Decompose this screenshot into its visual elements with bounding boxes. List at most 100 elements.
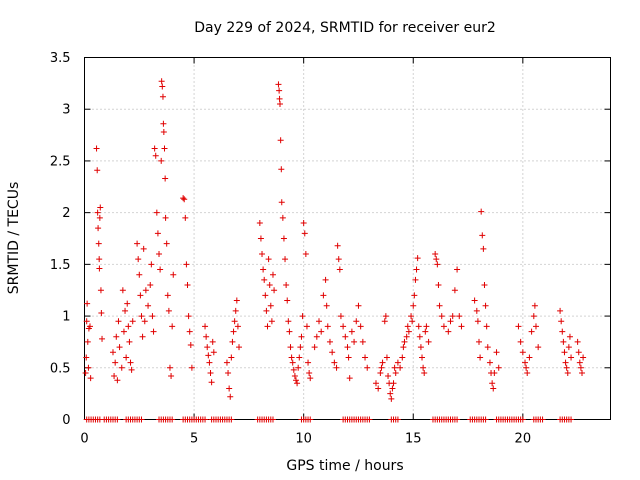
data-point-marker: [348, 328, 355, 335]
data-point-marker: [109, 349, 116, 356]
data-point-marker: [284, 297, 291, 304]
data-point-marker: [377, 369, 384, 376]
zero-value-marker: [138, 416, 145, 423]
data-point-marker: [298, 333, 305, 340]
zero-value-marker: [366, 416, 373, 423]
data-point-marker: [517, 338, 524, 345]
data-point-marker: [473, 307, 480, 314]
data-point-marker: [159, 93, 166, 100]
data-point-marker: [434, 261, 441, 268]
data-point-marker: [364, 364, 371, 371]
data-point-marker: [98, 309, 105, 316]
data-point-marker: [288, 354, 295, 361]
data-point-marker: [83, 318, 90, 325]
data-point-marker: [311, 344, 318, 351]
data-point-marker: [256, 219, 263, 226]
y-tick-label: 1.5: [50, 258, 71, 273]
data-point-marker: [436, 302, 443, 309]
data-point-marker: [116, 344, 123, 351]
zero-value-marker: [114, 416, 121, 423]
data-point-marker: [84, 338, 91, 345]
data-point-marker: [127, 359, 134, 366]
data-point-marker: [391, 364, 398, 371]
data-point-marker: [145, 302, 152, 309]
data-point-marker: [474, 318, 481, 325]
data-point-marker: [93, 145, 100, 152]
data-point-marker: [495, 364, 502, 371]
data-point-marker: [123, 354, 130, 361]
data-point-marker: [153, 209, 160, 216]
data-point-marker: [99, 335, 106, 342]
data-point-marker: [236, 344, 243, 351]
data-point-marker: [259, 251, 266, 258]
data-point-marker: [403, 333, 410, 340]
data-point-marker: [524, 369, 531, 376]
data-point-marker: [523, 364, 530, 371]
data-point-marker: [337, 313, 344, 320]
data-point-marker: [280, 235, 287, 242]
data-point-marker: [268, 318, 275, 325]
data-point-marker: [558, 318, 565, 325]
zero-value-marker: [519, 416, 526, 423]
data-point-marker: [353, 318, 360, 325]
data-point-marker: [458, 323, 465, 330]
data-point-marker: [340, 323, 347, 330]
data-point-marker: [432, 251, 439, 258]
data-point-marker: [345, 354, 352, 361]
data-point-marker: [357, 323, 364, 330]
data-point-marker: [147, 282, 154, 289]
data-point-marker: [97, 287, 104, 294]
data-point-marker: [151, 145, 158, 152]
data-point-marker: [323, 302, 330, 309]
data-point-marker: [329, 349, 336, 356]
data-point-marker: [480, 245, 487, 252]
data-point-marker: [120, 328, 127, 335]
data-point-marker: [119, 287, 126, 294]
data-point-marker: [313, 333, 320, 340]
data-point-marker: [449, 313, 456, 320]
data-point-marker: [471, 297, 478, 304]
data-point-marker: [113, 333, 120, 340]
data-point-marker: [160, 128, 167, 135]
data-point-marker: [111, 373, 118, 380]
data-point-marker: [269, 271, 276, 278]
data-point-marker: [135, 256, 142, 263]
data-point-marker: [226, 385, 233, 392]
data-point-marker: [228, 354, 235, 361]
y-tick-label: 1: [62, 310, 70, 325]
data-point-marker: [481, 282, 488, 289]
data-point-marker: [141, 318, 148, 325]
data-point-marker: [225, 369, 232, 376]
data-point-marker: [378, 364, 385, 371]
data-point-marker: [232, 307, 239, 314]
data-point-marker: [276, 87, 283, 94]
data-point-marker: [322, 276, 329, 283]
data-point-marker: [382, 313, 389, 320]
data-point-marker: [187, 342, 194, 349]
data-point-marker: [563, 364, 570, 371]
data-point-marker: [184, 282, 191, 289]
data-point-marker: [138, 313, 145, 320]
data-point-marker: [207, 369, 214, 376]
data-point-marker: [227, 393, 234, 400]
data-point-marker: [202, 323, 209, 330]
data-point-marker: [394, 359, 401, 366]
data-point-marker: [159, 83, 166, 90]
data-point-marker: [263, 307, 270, 314]
zero-value-marker: [169, 416, 176, 423]
data-point-marker: [142, 287, 149, 294]
data-point-marker: [166, 364, 173, 371]
data-point-marker: [94, 167, 101, 174]
data-point-marker: [422, 328, 429, 335]
data-point-marker: [188, 364, 195, 371]
y-tick-labels: 0 0.5 1 1.5 2 2.5 3 3.5: [50, 51, 71, 428]
data-point-marker: [381, 318, 388, 325]
data-point-marker: [157, 266, 164, 273]
data-point-marker: [557, 307, 564, 314]
data-point-marker: [137, 292, 144, 299]
data-point-marker: [95, 240, 102, 247]
data-point-marker: [535, 344, 542, 351]
data-point-marker: [561, 349, 568, 356]
axis-ticks: [84, 57, 611, 420]
data-point-marker: [234, 323, 241, 330]
